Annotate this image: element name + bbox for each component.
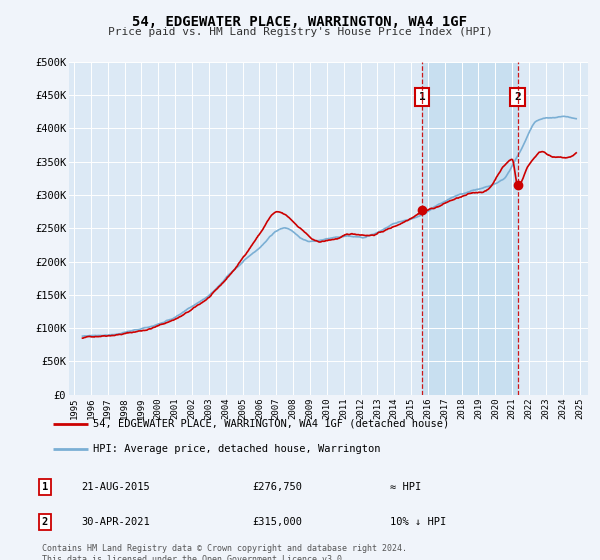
Text: 21-AUG-2015: 21-AUG-2015 — [81, 482, 150, 492]
Text: 54, EDGEWATER PLACE, WARRINGTON, WA4 1GF (detached house): 54, EDGEWATER PLACE, WARRINGTON, WA4 1GF… — [94, 419, 449, 429]
Text: 30-APR-2021: 30-APR-2021 — [81, 517, 150, 527]
Text: 10% ↓ HPI: 10% ↓ HPI — [390, 517, 446, 527]
Text: £315,000: £315,000 — [252, 517, 302, 527]
Text: 2: 2 — [42, 517, 48, 527]
Text: £276,750: £276,750 — [252, 482, 302, 492]
Text: 1: 1 — [42, 482, 48, 492]
Text: 54, EDGEWATER PLACE, WARRINGTON, WA4 1GF: 54, EDGEWATER PLACE, WARRINGTON, WA4 1GF — [133, 15, 467, 29]
Text: 1: 1 — [419, 92, 425, 102]
Text: HPI: Average price, detached house, Warrington: HPI: Average price, detached house, Warr… — [94, 444, 381, 454]
Text: 2: 2 — [514, 92, 521, 102]
Text: Price paid vs. HM Land Registry's House Price Index (HPI): Price paid vs. HM Land Registry's House … — [107, 27, 493, 37]
Bar — [422, 62, 518, 395]
Text: Contains HM Land Registry data © Crown copyright and database right 2024.
This d: Contains HM Land Registry data © Crown c… — [42, 544, 407, 560]
Text: ≈ HPI: ≈ HPI — [390, 482, 421, 492]
